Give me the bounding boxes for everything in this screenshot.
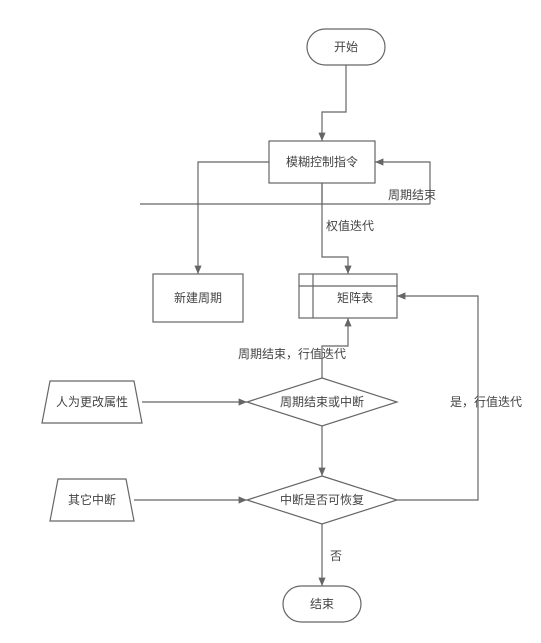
node-end: 结束: [283, 586, 361, 622]
node-dec-rec: 中断是否可恢复: [247, 476, 397, 524]
node-cmd-label: 模糊控制指令: [286, 154, 358, 169]
edge-cycle-end-label: 周期结束: [388, 188, 436, 202]
node-dec-end: 周期结束或中断: [247, 378, 397, 426]
node-matrix: 矩阵表: [299, 274, 397, 318]
flowchart-canvas: 开始 模糊控制指令 新建周期 矩阵表 人为更改属性 其它中断 周期结束或中断 中…: [0, 0, 541, 643]
node-cmd: 模糊控制指令: [269, 141, 375, 183]
edge-start-cmd: [322, 65, 346, 141]
edge-rec-matrix-label: 是，行值迭代: [450, 394, 522, 409]
node-other-label: 其它中断: [68, 492, 116, 507]
node-dec-end-label: 周期结束或中断: [280, 394, 364, 409]
edge-rec-end-label: 否: [330, 549, 342, 563]
node-newcycle: 新建周期: [153, 274, 243, 322]
node-dec-rec-label: 中断是否可恢复: [280, 492, 364, 507]
node-attr: 人为更改属性: [42, 381, 142, 423]
node-end-label: 结束: [310, 597, 334, 611]
edge-cmd-matrix-label: 权值迭代: [326, 218, 374, 233]
node-other: 其它中断: [50, 479, 134, 521]
node-start: 开始: [307, 29, 385, 65]
node-attr-label: 人为更改属性: [56, 395, 128, 409]
node-matrix-label: 矩阵表: [337, 291, 373, 305]
edge-cmd-newcycle: [198, 162, 269, 274]
node-start-label: 开始: [334, 40, 358, 54]
node-newcycle-label: 新建周期: [174, 290, 222, 305]
edge-dec-matrix-label: 周期结束，行值迭代: [238, 346, 346, 361]
